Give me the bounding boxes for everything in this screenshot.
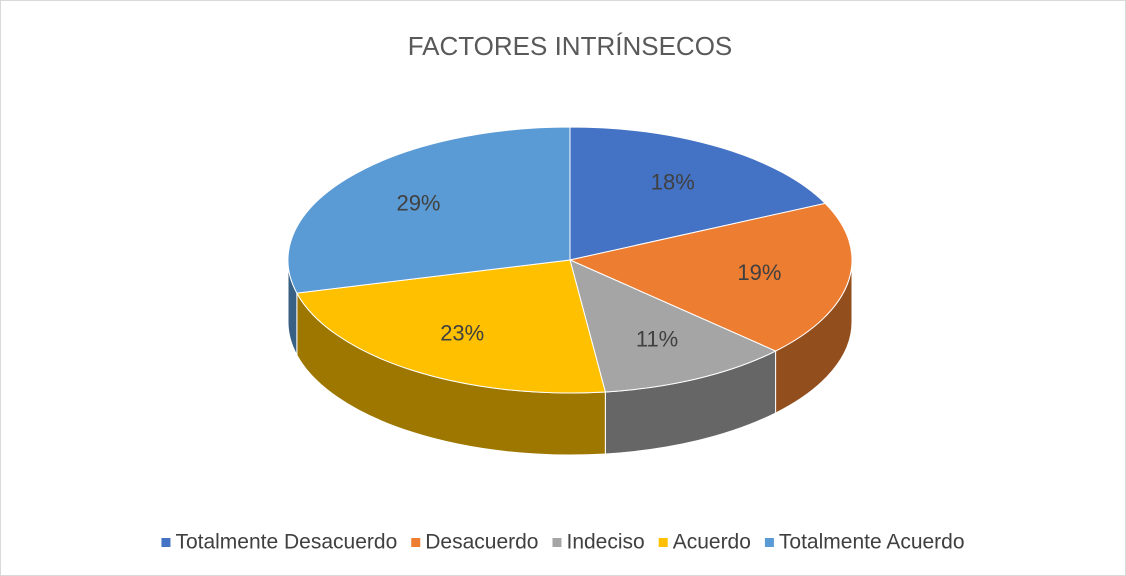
legend-swatch [161, 538, 171, 547]
pie-slice [287, 126, 571, 294]
data-label: 19% [737, 260, 781, 285]
legend: Totalmente Desacuerdo Desacuerdo Indeciso A… [161, 531, 965, 554]
legend-label: Acuerdo [673, 531, 751, 554]
legend-label: Desacuerdo [425, 531, 538, 554]
data-label: 11% [636, 326, 678, 351]
chart-title: FACTORES INTRÍNSECOS [408, 31, 733, 61]
legend-label: Totalmente Acuerdo [779, 531, 965, 554]
legend-swatch [764, 538, 774, 547]
legend-label: Totalmente Desacuerdo [175, 531, 397, 554]
legend-swatch [411, 538, 421, 547]
legend-label: Indeciso [566, 531, 644, 554]
legend-swatch [552, 538, 562, 547]
data-label: 29% [396, 190, 440, 215]
pie-slice [569, 126, 827, 261]
pie-slice [568, 202, 853, 352]
pie-slice [296, 259, 606, 394]
data-label: 23% [440, 321, 484, 346]
legend-swatch [658, 538, 668, 547]
data-label: 18% [651, 169, 695, 194]
pie-slice [569, 259, 777, 393]
